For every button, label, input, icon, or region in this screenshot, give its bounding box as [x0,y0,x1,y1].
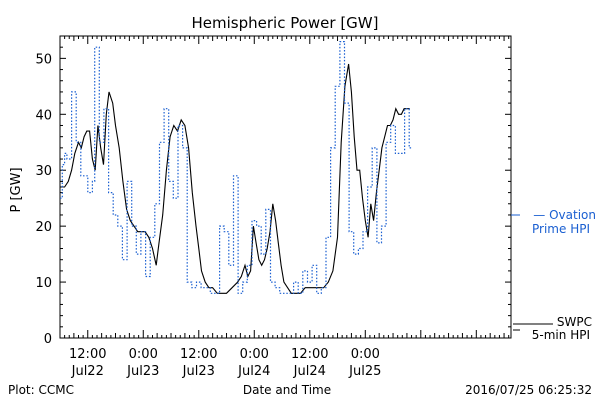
x-tick-time-label: 0:00 [240,347,269,362]
x-tick-date-label: Jul25 [348,364,381,379]
footer-plot-credit: Plot: CCMC [8,383,74,397]
footer-timestamp: 2016/07/25 06:25:32 [465,383,592,397]
x-tick-date-label: Jul22 [71,364,104,379]
legend-swpc-line2: 5-min HPI [532,328,590,342]
legend-swpc-line1: SWPC [557,315,592,329]
chart-title: Hemispheric Power [GW] [192,14,379,32]
y-tick-label: 30 [35,164,52,179]
series-swpc-line [60,63,410,294]
legend-ovation: — Ovation Prime HPI [532,208,596,236]
x-tick-time-label: 0:00 [351,347,380,362]
x-axis-label: Date and Time [243,383,331,397]
x-tick-time-label: 12:00 [291,347,328,362]
series-ovation-prime-line [60,41,412,294]
x-tick-date-label: Jul23 [182,364,215,379]
y-axis-ticks: 0 10 20 30 40 50 [35,46,511,347]
legend-swpc: SWPC 5-min HPI [513,315,592,342]
legend-ovation-line2: Prime HPI [532,222,590,236]
series-layer [60,41,412,294]
x-tick-date-label: Jul23 [126,364,159,379]
y-tick-label: 20 [35,220,52,235]
legend-ovation-line1: — Ovation [533,208,596,222]
x-tick-date-label: Jul24 [293,364,326,379]
x-axis-ticks: 12:00 Jul22 0:00 Jul23 12:00 Jul23 0:00 Jul24 12… [59,36,510,379]
x-tick-time-label: 0:00 [129,347,158,362]
y-axis-label: P [GW] [9,167,24,212]
y-tick-label: 40 [35,108,52,123]
x-tick-date-label: Jul24 [237,364,270,379]
y-tick-label: 10 [35,276,52,291]
y-tick-label: 50 [35,52,52,67]
y-tick-label: 0 [44,332,52,347]
x-tick-time-label: 12:00 [180,347,217,362]
x-tick-time-label: 12:00 [69,347,106,362]
